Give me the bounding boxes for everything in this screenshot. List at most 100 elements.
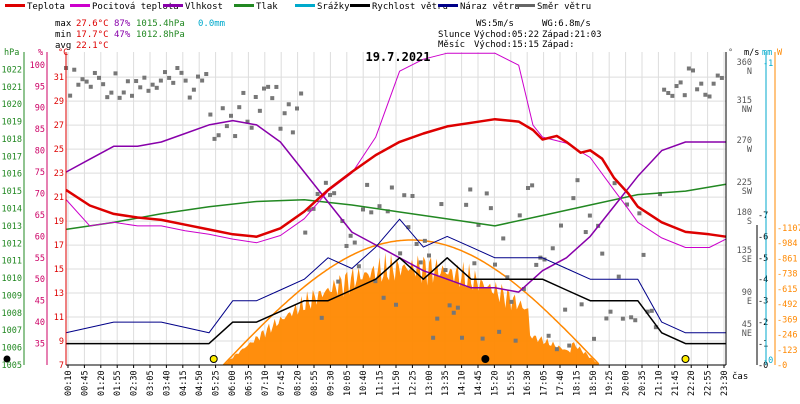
wind-direction-point	[167, 75, 172, 80]
x-tick-label: 17:40	[556, 370, 566, 396]
wind-direction-point	[187, 95, 192, 100]
temperature-tick-label: 7	[59, 361, 64, 371]
humidity-tick-label: 35	[35, 340, 45, 350]
legend-item: Směr větru	[515, 2, 591, 12]
x-tick-label: 06:00	[228, 370, 238, 396]
wind-direction-point	[72, 67, 77, 72]
moon-phase-marker	[3, 355, 11, 363]
direction-tick-label: 270	[737, 136, 752, 146]
pressure-tick-label: 1005	[2, 361, 22, 371]
wind-direction-point	[633, 318, 638, 323]
pressure-tick-label: 1020	[2, 100, 22, 110]
wind-direction-point	[270, 96, 275, 101]
x-tick-label: 16:30	[523, 370, 533, 396]
solar-radiation	[222, 239, 600, 366]
moon-label: Měsíc	[438, 40, 465, 50]
wind-direction-point	[517, 213, 522, 218]
x-tick-label: 20:35	[638, 370, 648, 396]
statistics-panel: max 27.6°C 87% 1015.4hPa 0.0mm min 17.7°…	[55, 19, 602, 51]
x-tick-label: 20:00	[622, 370, 632, 396]
wind-direction-point	[80, 77, 85, 82]
humidity-tick-label: 100	[30, 61, 45, 71]
wind-direction-point	[662, 87, 667, 92]
wind-direction-point	[402, 193, 407, 198]
wind-direction-point	[179, 70, 184, 75]
series-line-feels-like	[65, 52, 727, 248]
x-tick-label: 09:30	[326, 370, 336, 396]
legend-label: Rychlost větru	[372, 2, 448, 12]
x-tick-label: 03:40	[162, 370, 172, 396]
x-tick-label: 19:25	[605, 370, 615, 396]
wind-direction-point	[493, 262, 497, 267]
wind-direction-point	[109, 90, 114, 95]
series-line-temperature	[65, 117, 727, 238]
wind-direction-point	[315, 191, 320, 196]
series-line-wind-speed	[66, 257, 726, 345]
pressure-tick-label: 1021	[2, 83, 22, 93]
x-tick-label: 01:55	[113, 370, 123, 396]
wind-direction-point	[592, 336, 596, 341]
wind-direction-point	[455, 305, 460, 310]
temperature-tick-label: 17	[54, 241, 64, 251]
wind-direction-point	[641, 252, 646, 257]
pressure-tick-label: 1008	[2, 309, 22, 319]
x-axis-label: čas	[732, 371, 748, 382]
rain-tick-label: -0	[763, 356, 773, 366]
pressure-tick-label: 1015	[2, 187, 22, 197]
humidity-tick-label: 70	[35, 189, 45, 199]
axes: 1005100610071008100910101011101210131014…	[2, 48, 800, 396]
wind-direction-point	[550, 246, 555, 251]
wind-direction-point	[468, 187, 473, 192]
wind-direction-point	[431, 335, 436, 340]
sunrise-time: Východ:05:22	[474, 30, 539, 40]
wind-direction-point	[105, 95, 110, 100]
legend-label: Teplota	[27, 2, 65, 12]
solar-tick-label: -123	[777, 346, 797, 356]
direction-tick-label: N	[747, 67, 752, 77]
x-tick-label: 03:05	[146, 370, 156, 396]
stat-max-label: max	[55, 19, 72, 29]
humidity-tick-label: 95	[35, 82, 45, 92]
wind-direction-point	[92, 70, 97, 75]
x-tick-label: 14:45	[474, 370, 484, 396]
wind-direction-point	[534, 262, 539, 267]
wind-direction-point	[373, 279, 378, 284]
pressure-tick-label: 1019	[2, 118, 22, 128]
wind-direction-point	[435, 316, 440, 321]
wind-direction-point	[612, 181, 617, 186]
temperature-tick-label: 11	[54, 313, 64, 323]
stat-min-press: 1012.8hPa	[136, 30, 185, 40]
wind-direction-point	[653, 325, 658, 330]
pressure-tick-label: 1006	[2, 344, 22, 354]
wind-direction-point	[278, 126, 283, 131]
wind-direction-point	[220, 106, 225, 111]
wind-direction-point	[439, 202, 444, 207]
wind-direction-point	[241, 90, 246, 95]
solar-theoretical-curve	[222, 239, 600, 366]
wind-direction-point	[146, 88, 151, 93]
wind-direction-point	[501, 236, 506, 241]
series-line-pressure	[65, 183, 727, 231]
stat-min-temp: 17.7°C	[76, 30, 109, 40]
legend: Teplota Pocitová teplota Vlhkost Tlak Srážky…	[5, 2, 591, 12]
pressure-tick-label: 1022	[2, 65, 22, 75]
wind-direction-point	[323, 180, 328, 185]
wind-direction-point	[377, 204, 382, 209]
wind-direction-point	[451, 310, 456, 315]
wind-tick-label: -3	[758, 297, 768, 307]
x-tick-label: 10:05	[343, 370, 353, 396]
wind-direction-point	[196, 74, 200, 79]
pressure-tick-label: 1017	[2, 152, 22, 162]
direction-tick-label: W	[747, 145, 753, 155]
wind-direction-point	[678, 80, 683, 85]
wind-direction-point	[691, 68, 695, 73]
x-tick-label: 13:00	[425, 370, 435, 396]
x-tick-label: 15:20	[490, 370, 500, 396]
pressure-tick-label: 1012	[2, 239, 22, 249]
wind-direction-point	[307, 207, 312, 212]
wind-direction-point	[579, 302, 584, 307]
legend-swatch	[163, 4, 183, 7]
x-tick-label: 08:20	[294, 370, 304, 396]
wind-direction-point	[546, 333, 551, 338]
direction-tick-label: 225	[737, 178, 752, 188]
